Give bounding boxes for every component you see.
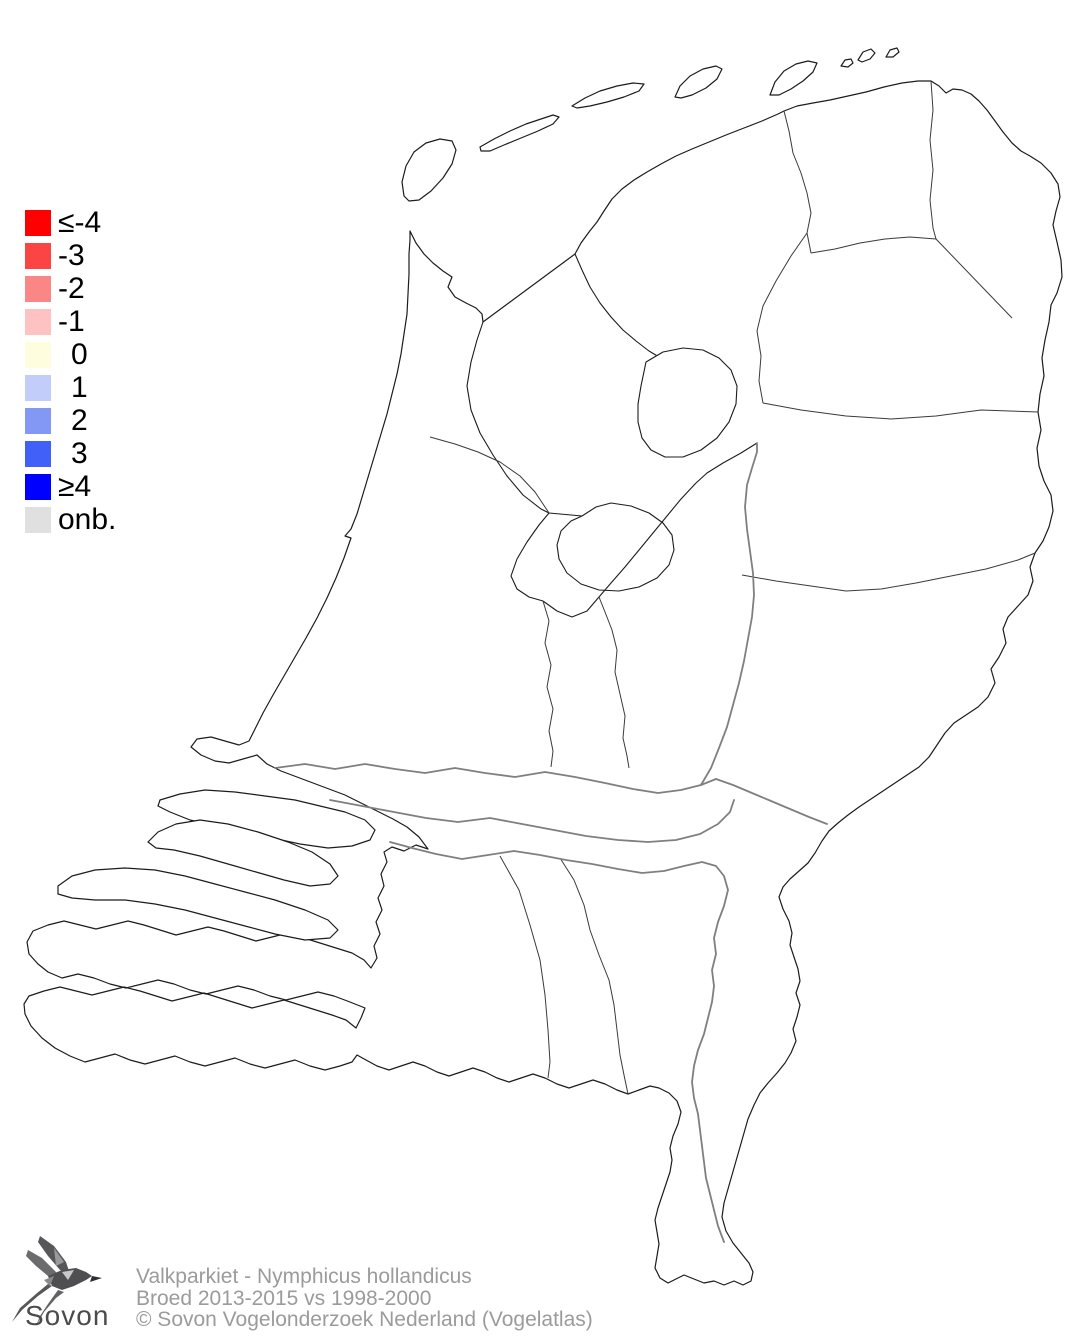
border-drenthe-overijssel	[762, 402, 1039, 420]
noord-holland-east-coast	[466, 321, 550, 602]
legend-entry-label: -1	[58, 304, 85, 338]
legend-entry-label: 2	[71, 403, 88, 437]
wadden-islet	[857, 48, 876, 63]
border-friesland-groningen	[783, 110, 812, 254]
caption-species-line: Valkparkiet - Nymphicus hollandicus	[136, 1265, 472, 1288]
border-groningen-internal	[929, 80, 937, 240]
legend-entry: -1	[25, 305, 116, 338]
randmeren-mainland-shore	[542, 442, 758, 618]
caption-period-line: Broed 2013-2015 vs 1998-2000	[136, 1286, 432, 1310]
border-brabant-internal	[499, 855, 551, 1079]
wadden-islet	[885, 47, 900, 58]
legend-swatch-color	[25, 506, 51, 533]
noordoostpolder-outline	[637, 347, 738, 458]
border-brabant-limburg	[559, 857, 629, 1095]
map-caption: Valkparkiet - Nymphicus hollandicus Broe…	[136, 1266, 593, 1331]
river-ijssel	[700, 442, 758, 786]
legend-entry-label: -2	[58, 271, 85, 305]
legend-swatch-color	[25, 242, 51, 269]
wadden-island-vlieland	[479, 114, 560, 152]
legend-entry-label: ≤-4	[58, 205, 102, 239]
wadden-island-ameland	[674, 65, 723, 99]
legend-entry: ≤-4	[25, 206, 116, 239]
legend-entry-label: ≥4	[58, 469, 92, 503]
delta-island-schouwen-tholen	[57, 867, 339, 941]
caption-copyright-line: © Sovon Vogelonderzoek Nederland (Vogela…	[136, 1308, 593, 1331]
mainland-outline	[23, 80, 1063, 1286]
houtribdijk	[548, 512, 583, 517]
legend-entry-label: 1	[71, 370, 88, 404]
legend: ≤-4 -3 -2 -1 0 1 2 3 ≥4 onb.	[25, 206, 116, 536]
legend-swatch-color	[25, 308, 51, 335]
legend-entry-label: onb.	[58, 502, 117, 536]
legend-swatch-color	[25, 440, 51, 467]
river-maas	[389, 841, 729, 1243]
river-waal	[329, 799, 735, 843]
border-drenthe-west	[756, 232, 808, 404]
legend-entry: -2	[25, 272, 116, 305]
legend-entry: 1	[25, 371, 116, 404]
legend-swatch-color	[25, 473, 51, 500]
border-overijssel-gelderland	[741, 552, 1036, 592]
legend-entry: ≥4	[25, 470, 116, 503]
wadden-island-schiermonnikoog	[769, 60, 818, 96]
sovon-logo-text: Sovon	[25, 1300, 110, 1331]
legend-entry-label: 0	[71, 337, 88, 371]
legend-swatch-color	[25, 275, 51, 302]
friesland-ijsselmeer-coast	[574, 253, 660, 358]
sovon-swallow-logo-icon	[12, 1236, 102, 1326]
legend-entry: -3	[25, 239, 116, 272]
legend-swatch-color	[25, 407, 51, 434]
legend-swatch-color	[25, 341, 51, 368]
wadden-islet	[840, 58, 854, 68]
river-nederrijn-lek	[274, 763, 717, 794]
legend-entry: 0	[25, 338, 116, 371]
legend-entry-label: -3	[58, 238, 85, 272]
delta-island-goeree	[147, 819, 339, 887]
legend-swatch-color	[25, 374, 51, 401]
river-rijn-border	[715, 778, 828, 825]
legend-entry-label: 3	[71, 436, 88, 470]
border-holland-utrecht	[542, 600, 554, 768]
border-noord-holland-internal	[429, 436, 550, 514]
legend-entry: 3	[25, 437, 116, 470]
legend-swatch-color	[25, 209, 51, 236]
wadden-island-texel	[401, 138, 457, 202]
flevoland-outline	[556, 502, 675, 592]
border-utrecht-gelderland	[598, 596, 630, 769]
wadden-island-terschelling	[571, 82, 645, 109]
legend-entry: onb.	[25, 503, 116, 536]
legend-entry: 2	[25, 404, 116, 437]
